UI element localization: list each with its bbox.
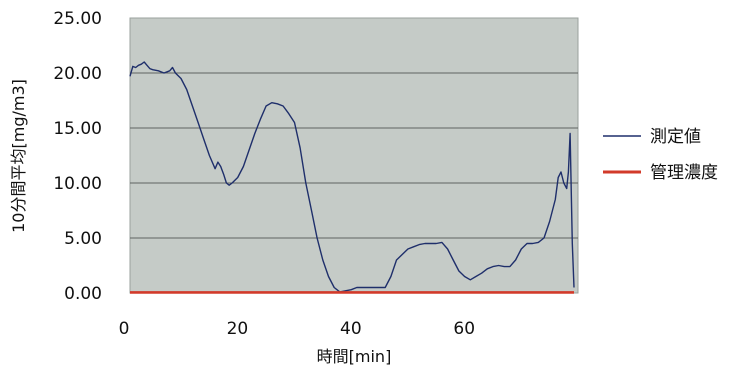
y-tick-label: 0.00 (64, 284, 102, 304)
x-tick-labels: 0 20 40 60 (119, 319, 475, 339)
legend: 測定値 管理濃度 (603, 127, 718, 183)
series-lines (129, 61, 575, 294)
y-tick-label: 10.00 (53, 174, 102, 194)
y-tick-label: 5.00 (64, 229, 102, 249)
y-tick-labels: 0.00 5.00 10.00 15.00 20.00 25.00 (53, 9, 102, 304)
y-tick-label: 15.00 (53, 119, 102, 139)
y-tick-label: 20.00 (53, 64, 102, 84)
x-tick-label: 0 (119, 319, 130, 339)
y-tick-label: 25.00 (53, 9, 102, 29)
x-axis-label: 時間[min] (317, 347, 392, 366)
plot-area (129, 17, 579, 294)
legend-label-measured: 測定値 (650, 127, 701, 147)
grid-lines (130, 72, 578, 239)
x-tick-label: 60 (453, 319, 475, 339)
x-tick-label: 40 (340, 319, 362, 339)
y-axis-label: 10分間平均[mg/m3] (9, 79, 28, 233)
x-tick-label: 20 (227, 319, 249, 339)
legend-label-control: 管理濃度 (650, 163, 718, 183)
